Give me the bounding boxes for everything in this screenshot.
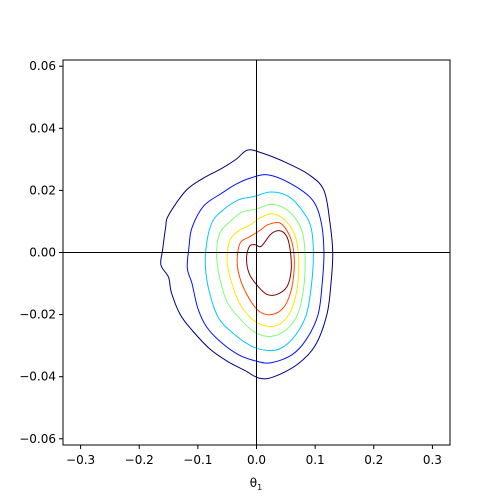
contour-level-7 [246,230,292,296]
y-tick-label: 0.00 [29,246,56,260]
contours-layer [160,149,334,380]
contour-level-1 [160,149,334,380]
contour-level-2 [186,174,325,364]
y-tick-label: −0.04 [19,370,56,384]
y-tick-label: 0.02 [29,183,56,197]
y-tick-label: 0.06 [29,59,56,73]
x-tick-label: 0.3 [423,453,442,467]
y-tick-label: −0.02 [19,308,56,322]
x-tick-label: 0.0 [247,453,266,467]
reference-lines [63,60,450,445]
x-tick-label: −0.3 [66,453,95,467]
contour-level-3 [204,191,314,352]
x-tick-label: 0.1 [306,453,325,467]
x-tick-label: 0.2 [364,453,383,467]
x-axis-label-main: θ [250,476,257,490]
contour-level-6 [236,221,295,316]
x-tick-label: −0.1 [183,453,212,467]
contour-level-4 [216,203,306,337]
x-tick-label: −0.2 [125,453,154,467]
x-axis-label: θ1 [250,476,262,492]
y-axis-ticks: −0.06 −0.04 −0.02 0.00 0.02 0.04 0.06 [19,59,63,446]
y-tick-label: 0.04 [29,121,56,135]
x-axis-label-subscript: 1 [257,483,262,492]
y-tick-label: −0.06 [19,432,56,446]
contour-level-5 [226,213,300,328]
x-axis-ticks: −0.3 −0.2 −0.1 0.0 0.1 0.2 0.3 [66,445,442,467]
